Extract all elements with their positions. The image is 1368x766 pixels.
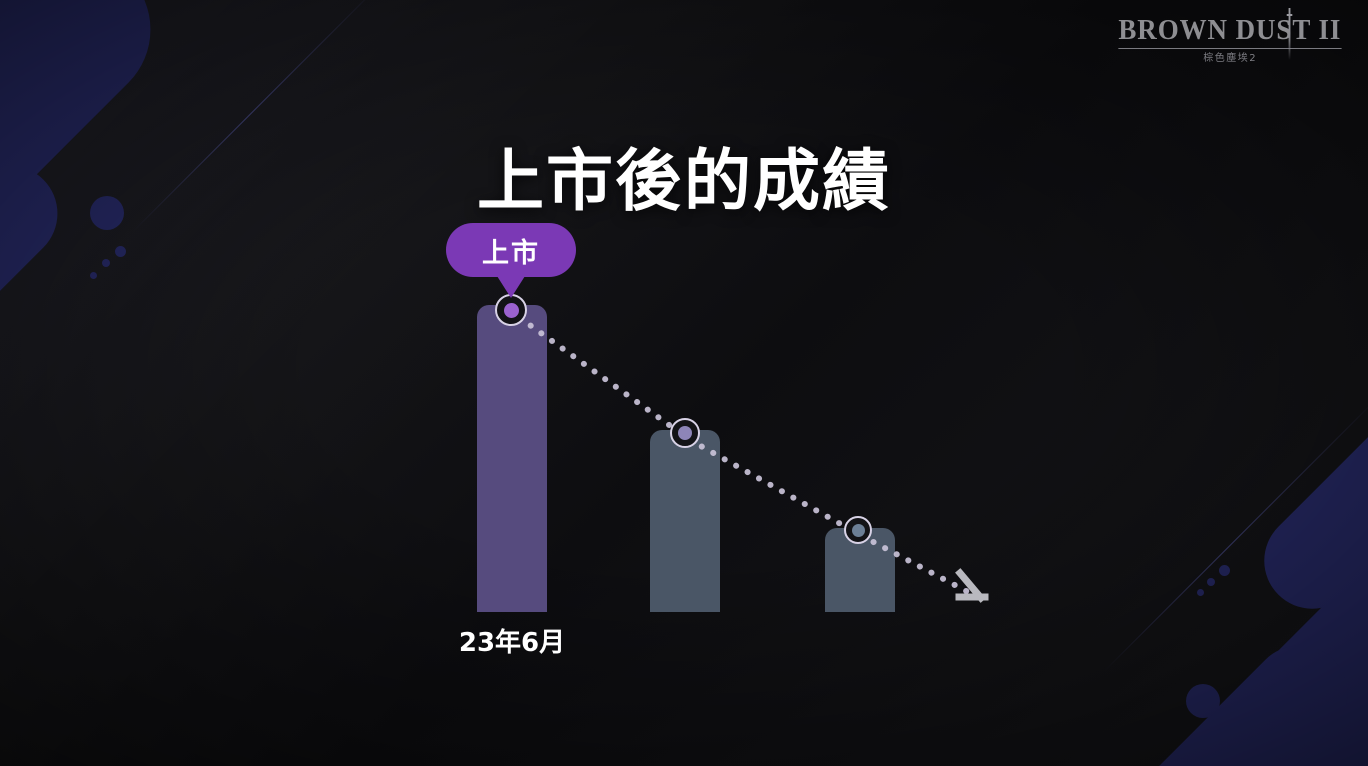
callout-launch-tail [497, 276, 525, 298]
callout-launch: 上市 [446, 223, 576, 277]
bar-second-month [650, 430, 720, 612]
marker-second-month [670, 418, 700, 448]
marker-core-third-month [851, 523, 865, 537]
marker-core-second-month [678, 426, 692, 440]
trend-arrowhead [955, 568, 989, 603]
brand-logo-subtitle: 棕色塵埃2 [1203, 53, 1258, 64]
marker-third-month [844, 516, 872, 544]
marker-june-2023 [495, 294, 527, 326]
brand-logo-text: BROWN DUST II [1118, 14, 1342, 46]
brand-logo-wordmark: BROWN DUST II [1118, 8, 1342, 60]
dagger-icon [1287, 8, 1293, 60]
bar-june-2023 [477, 305, 547, 612]
brand-logo: BROWN DUST II 棕色塵埃2 [1110, 8, 1350, 64]
page-title: 上市後的成績 [477, 141, 891, 220]
callout-launch-label: 上市 [482, 237, 540, 269]
bar-label-june-2023: 23年6月 [458, 628, 566, 658]
marker-core-june-2023 [503, 302, 519, 318]
